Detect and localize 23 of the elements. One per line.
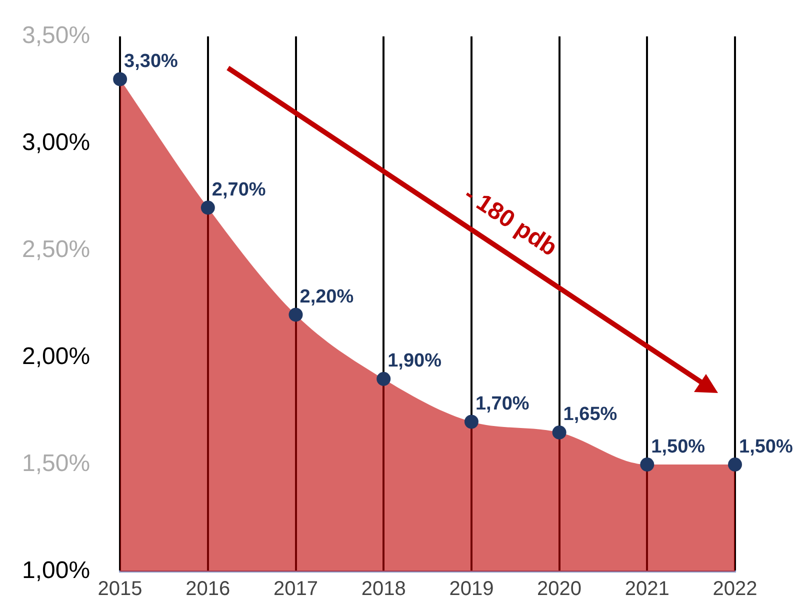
y-tick-label: 2,00% <box>22 343 90 370</box>
y-tick-label: 2,50% <box>22 236 90 264</box>
data-label: 3,30% <box>124 50 178 72</box>
data-label: 1,90% <box>388 350 442 372</box>
x-tick-label: 2016 <box>186 578 230 600</box>
x-tick-label: 2018 <box>361 578 406 600</box>
x-tick-label: 2022 <box>712 578 758 600</box>
x-tick-label: 2020 <box>537 578 582 600</box>
data-label: 1,50% <box>739 436 793 458</box>
data-label: 1,50% <box>651 436 706 458</box>
y-tick-label: 3,00% <box>22 129 90 156</box>
x-tick-label: 2017 <box>274 578 318 600</box>
data-label: 2,20% <box>300 286 354 308</box>
y-tick-label: 3,50% <box>22 22 90 50</box>
annotation: - 180 pdb <box>459 180 562 262</box>
x-tick-label: 2021 <box>624 578 670 600</box>
data-label: 2,70% <box>212 179 266 200</box>
x-tick-label: 2015 <box>98 578 142 600</box>
data-label: 1,65% <box>563 404 618 426</box>
y-tick-label: 1,00% <box>22 557 90 584</box>
data-label: 1,70% <box>475 393 530 414</box>
y-tick-label: 1,50% <box>22 450 90 478</box>
x-tick-label: 2019 <box>449 578 494 600</box>
